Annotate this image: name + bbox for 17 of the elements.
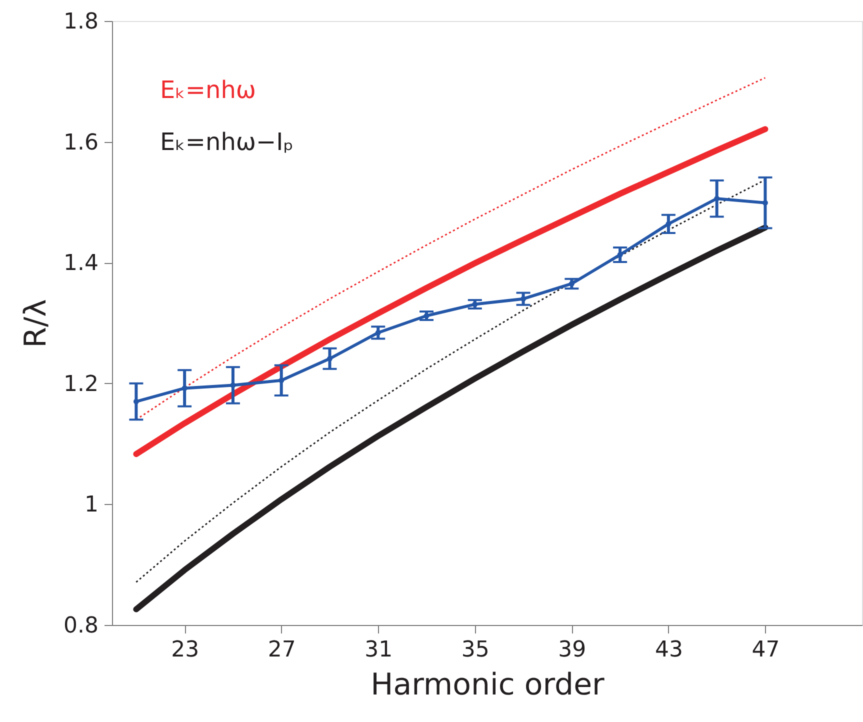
text: Eₖ=nhω	[160, 76, 256, 104]
y-tick-label: 1.4	[64, 251, 98, 276]
y-tick-label: 0.8	[64, 614, 98, 638]
x-tick-label: 47	[752, 638, 780, 662]
text: Eₖ=nhω−Iₚ	[160, 128, 294, 156]
x-tick-label: 27	[268, 638, 296, 662]
x-tick-label: 39	[558, 638, 586, 662]
y-tick-label: 1	[84, 492, 98, 518]
x-tick-label: 43	[654, 638, 683, 662]
y-tick-label: 1.8	[64, 10, 98, 34]
x-tick-label: 35	[461, 638, 490, 662]
x-axis-title: Harmonic order	[370, 668, 606, 702]
y-tick-label: 1.6	[64, 130, 98, 156]
x-tick-label: 23	[171, 638, 200, 662]
y-tick-label: 1.2	[64, 372, 98, 397]
y-axis-title: R/λ	[18, 299, 54, 348]
x-tick-label: 31	[364, 638, 393, 662]
